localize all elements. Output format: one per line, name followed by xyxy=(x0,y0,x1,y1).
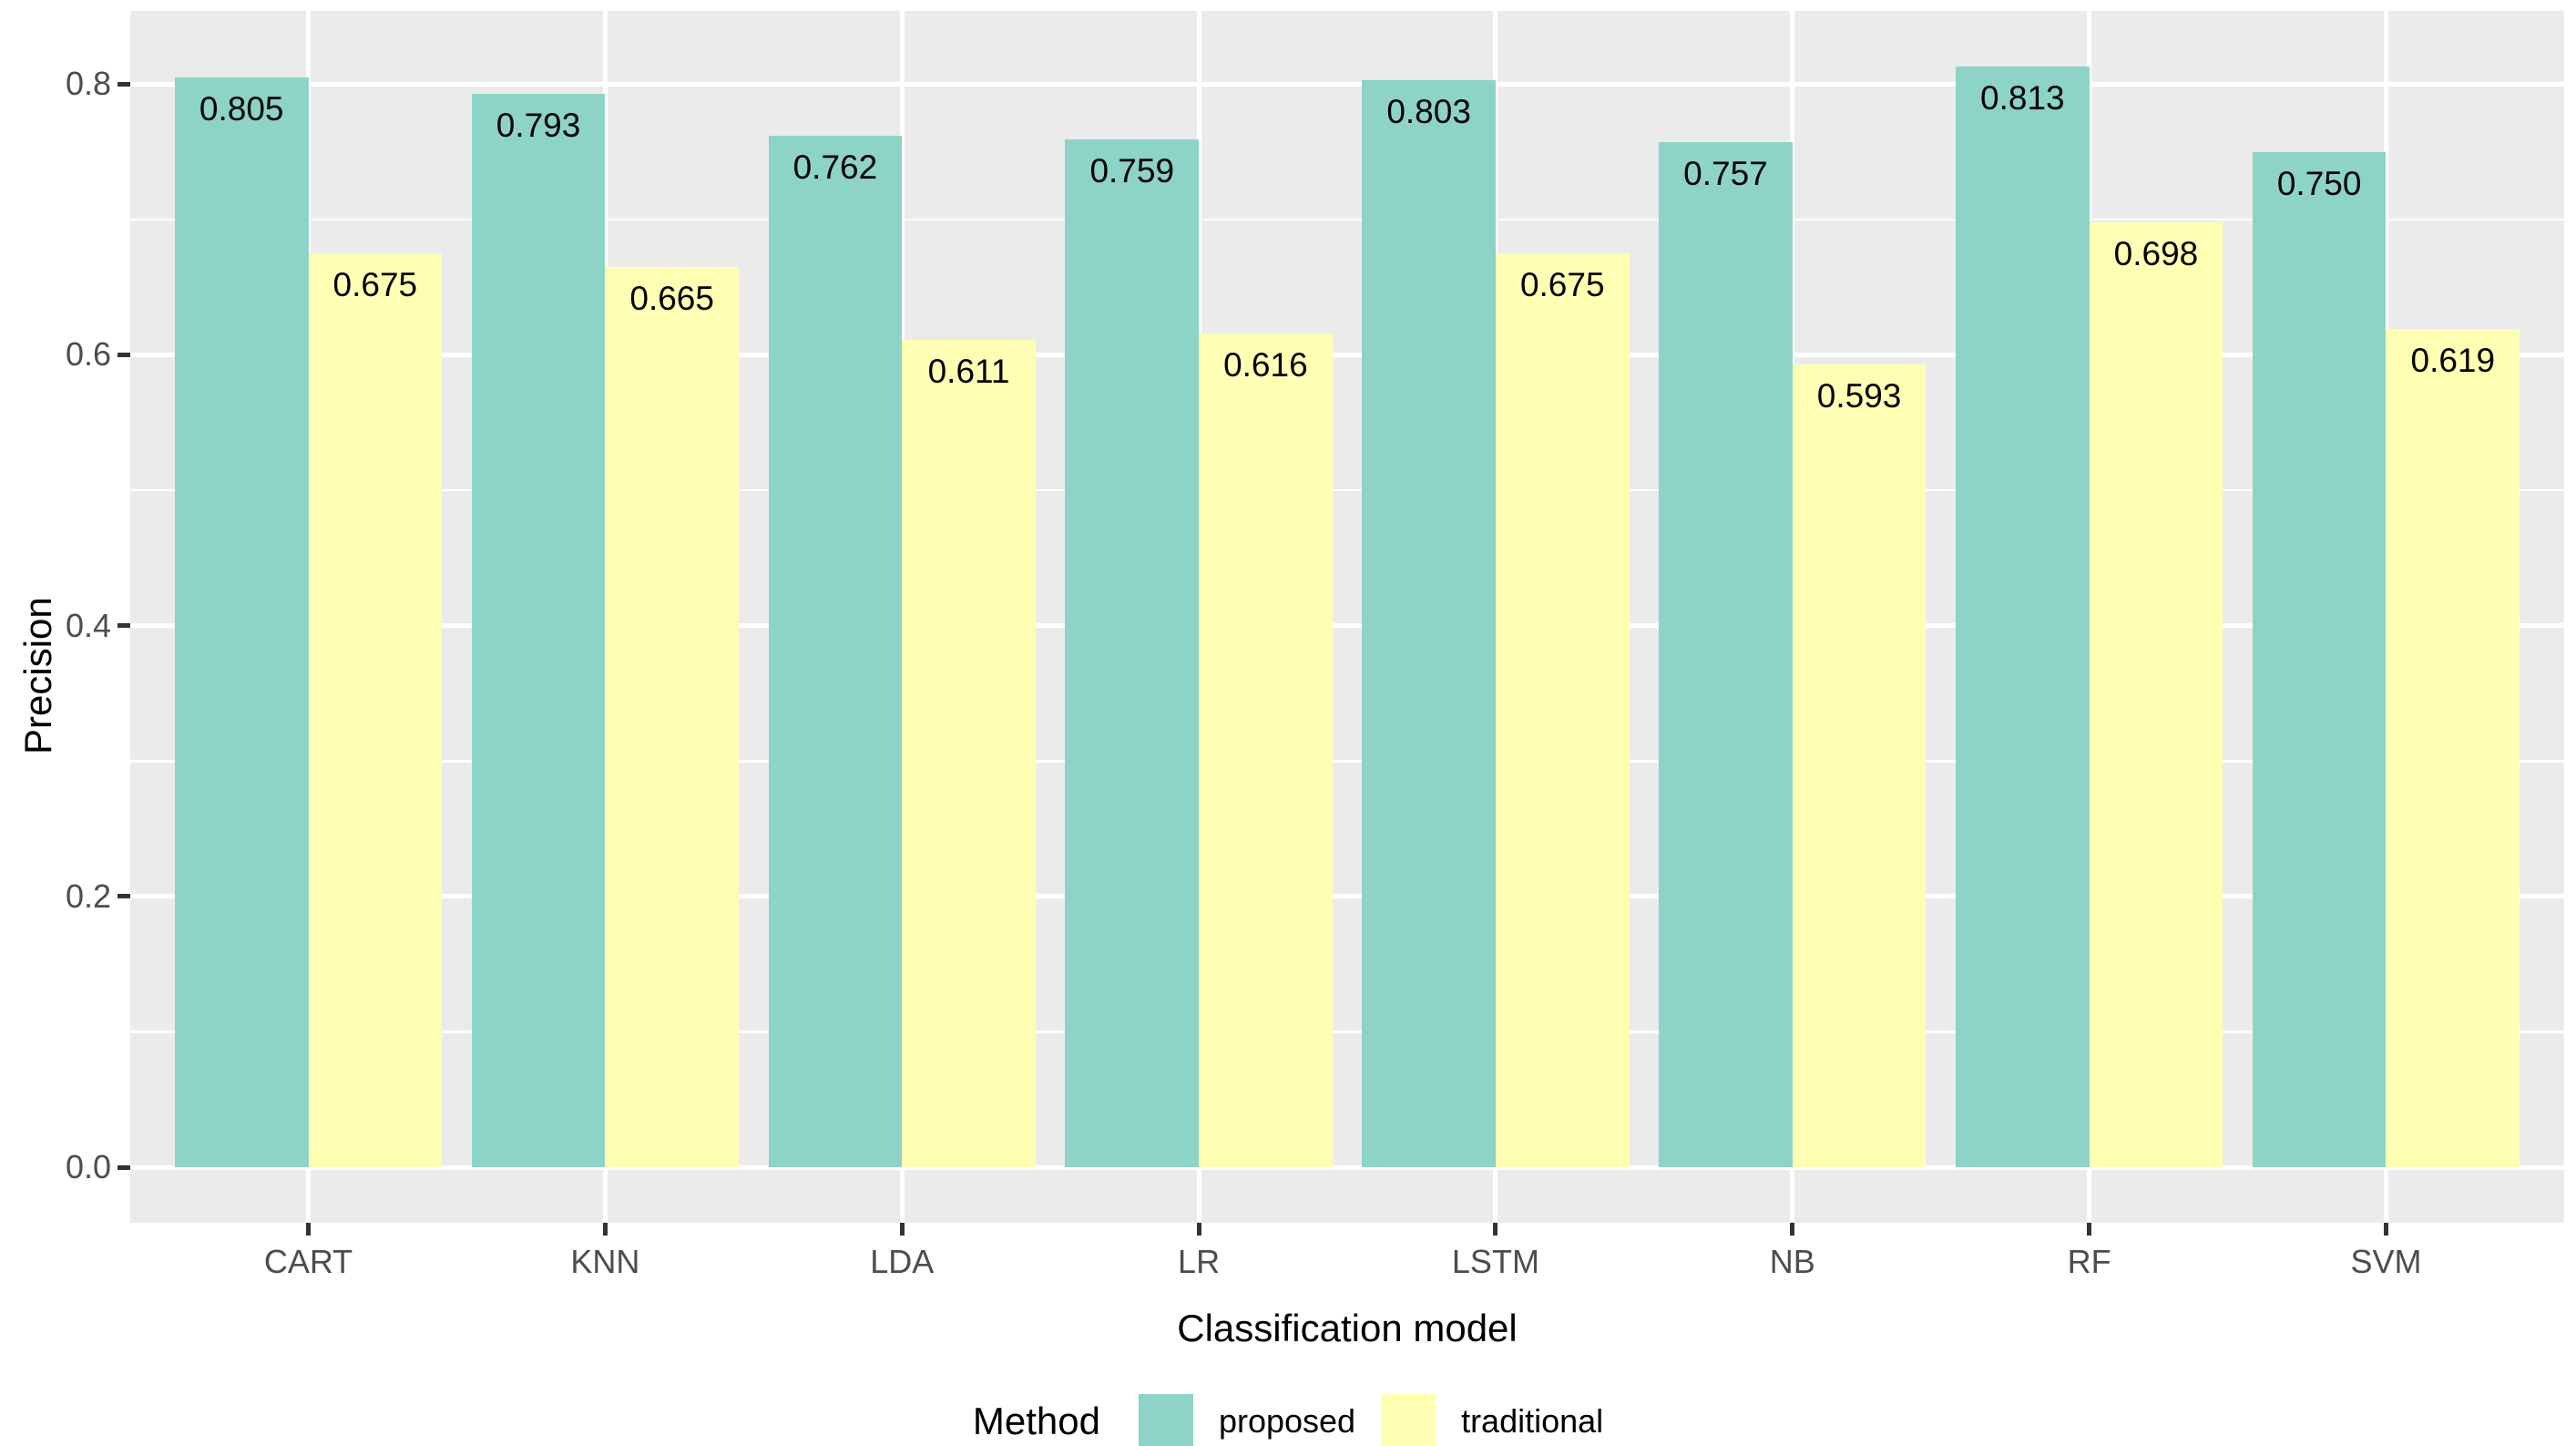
bar-value-label: 0.805 xyxy=(199,89,284,128)
bar-value-label: 0.813 xyxy=(1980,78,2065,117)
y-tick-mark xyxy=(118,1164,130,1170)
x-tick-label: CART xyxy=(263,1243,353,1280)
x-tick-label: RF xyxy=(2067,1243,2111,1280)
bar-value-label: 0.757 xyxy=(1683,155,1768,193)
bar-traditional-CART xyxy=(308,253,443,1168)
legend-item-traditional: traditional xyxy=(1381,1394,1603,1446)
x-axis-title: Classification model xyxy=(1177,1307,1518,1349)
x-tick-label: LR xyxy=(1178,1243,1221,1280)
x-tick-mark xyxy=(1493,1223,1498,1236)
y-tick-mark xyxy=(118,352,130,357)
legend: Method proposed traditional xyxy=(0,1394,2576,1446)
y-tick-mark xyxy=(118,81,130,87)
major-gridline-y xyxy=(130,218,2564,221)
y-tick-label: 0.8 xyxy=(65,65,111,103)
major-gridline-y xyxy=(130,894,2564,899)
y-tick-label: 0.4 xyxy=(65,606,111,644)
bar-value-label: 0.793 xyxy=(496,106,581,144)
major-gridline-y xyxy=(130,760,2564,763)
y-tick-label: 0.6 xyxy=(65,335,111,374)
y-tick-label: 0.2 xyxy=(65,877,111,915)
major-gridline-y xyxy=(130,81,2564,87)
y-tick-label: 0.0 xyxy=(65,1148,111,1186)
major-gridline-y xyxy=(130,1164,2564,1170)
x-tick-label: SVM xyxy=(2350,1243,2422,1280)
x-tick-label: LSTM xyxy=(1451,1243,1539,1280)
bar-proposed-LR xyxy=(1065,139,1200,1168)
bar-value-label: 0.675 xyxy=(332,266,418,303)
x-tick-label: KNN xyxy=(570,1243,640,1280)
x-tick-mark xyxy=(306,1223,311,1236)
major-gridline-y xyxy=(130,352,2564,357)
y-tick-mark xyxy=(118,623,130,629)
bar-value-label: 0.665 xyxy=(629,279,714,317)
bar-proposed-LDA xyxy=(768,135,903,1168)
bar-proposed-LSTM xyxy=(1362,79,1496,1168)
x-tick-mark xyxy=(2383,1223,2388,1236)
bar-value-label: 0.759 xyxy=(1089,152,1175,190)
bar-traditional-SVM xyxy=(2386,329,2520,1168)
legend-item-proposed: proposed xyxy=(1138,1394,1356,1446)
legend-swatch-proposed xyxy=(1138,1394,1193,1446)
bar-value-label: 0.616 xyxy=(1223,345,1308,384)
bar-value-label: 0.698 xyxy=(2113,234,2199,272)
bar-proposed-CART xyxy=(174,77,309,1168)
x-tick-mark xyxy=(1790,1223,1795,1236)
bar-value-label: 0.762 xyxy=(792,148,878,186)
x-tick-mark xyxy=(2087,1223,2092,1236)
bar-value-label: 0.611 xyxy=(927,353,1010,391)
bar-value-label: 0.750 xyxy=(2276,164,2362,202)
bar-traditional-KNN xyxy=(605,266,739,1168)
bar-traditional-LR xyxy=(1199,333,1333,1168)
x-tick-mark xyxy=(1196,1223,1201,1236)
legend-label: proposed xyxy=(1218,1402,1356,1440)
major-gridline-y xyxy=(130,488,2564,492)
legend-swatch-traditional xyxy=(1381,1394,1436,1446)
bar-proposed-KNN xyxy=(471,93,606,1168)
bar-proposed-RF xyxy=(1956,66,2090,1168)
y-tick-mark xyxy=(118,894,130,899)
bar-traditional-RF xyxy=(2089,221,2223,1168)
x-tick-label: NB xyxy=(1769,1243,1815,1280)
bar-proposed-NB xyxy=(1659,142,1793,1168)
plot-panel: 0.805 0.793 0.762 0.759 0.803 0.757 0.813 0.750… xyxy=(130,11,2564,1223)
x-tick-label: LDA xyxy=(870,1243,935,1280)
bar-value-label: 0.803 xyxy=(1386,92,1471,130)
bar-traditional-NB xyxy=(1792,364,1927,1168)
legend-label: traditional xyxy=(1461,1402,1604,1440)
x-tick-mark xyxy=(602,1223,608,1236)
legend-title: Method xyxy=(972,1400,1100,1442)
major-gridline-y xyxy=(130,1031,2564,1033)
bar-value-label: 0.593 xyxy=(1816,376,1902,415)
bar-traditional-LDA xyxy=(902,340,1036,1168)
major-gridline-y xyxy=(130,623,2564,629)
bar-traditional-LSTM xyxy=(1495,253,1630,1168)
bar-proposed-SVM xyxy=(2252,151,2387,1168)
x-tick-mark xyxy=(899,1223,905,1236)
bar-value-label: 0.675 xyxy=(1519,266,1605,303)
bar-value-label: 0.619 xyxy=(2410,342,2496,380)
